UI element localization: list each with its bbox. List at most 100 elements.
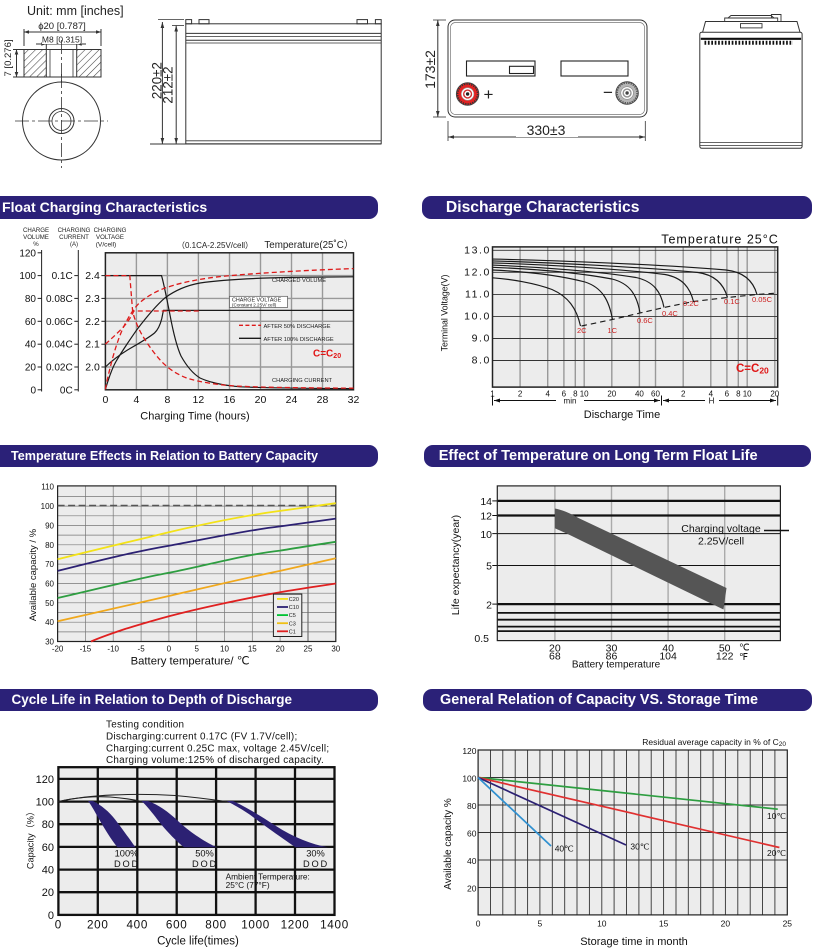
svg-text:CHARGE: CHARGE: [23, 227, 49, 234]
svg-text:10: 10: [480, 529, 492, 541]
svg-text:12: 12: [480, 511, 492, 523]
svg-text:20℃: 20℃: [767, 848, 786, 858]
svg-text:CHARGING: CHARGING: [58, 227, 91, 234]
svg-text:4: 4: [545, 390, 550, 399]
svg-text:AFTER 100% DISCHARGE: AFTER 100% DISCHARGE: [264, 337, 334, 343]
svg-text:Discharging:current 0.17C (FV: Discharging:current 0.17C (FV 1.7V/cell)…: [106, 732, 298, 743]
svg-text:℃: ℃: [739, 643, 750, 654]
svg-text:10℃: 10℃: [767, 811, 786, 821]
svg-text:7 [0.276]: 7 [0.276]: [3, 40, 14, 77]
svg-text:40: 40: [25, 340, 37, 351]
svg-text:2.0: 2.0: [85, 362, 100, 374]
svg-text:0.08C: 0.08C: [46, 294, 73, 305]
svg-text:CHARGING: CHARGING: [94, 227, 127, 234]
svg-text:Charging volume:125% of discha: Charging volume:125% of discharged capac…: [106, 755, 324, 766]
svg-text:C=C20: C=C20: [313, 349, 341, 361]
svg-text:40: 40: [42, 865, 54, 877]
svg-text:200: 200: [87, 919, 109, 932]
svg-text:220±2: 220±2: [149, 62, 164, 99]
svg-text:0.1C: 0.1C: [724, 297, 740, 306]
svg-text:0: 0: [55, 919, 62, 932]
svg-text:-20: -20: [52, 645, 64, 654]
svg-text:212±2: 212±2: [160, 66, 175, 103]
svg-text:80: 80: [45, 541, 54, 550]
svg-text:8: 8: [573, 390, 578, 399]
svg-text:10: 10: [580, 390, 589, 399]
svg-text:C3: C3: [289, 621, 296, 627]
svg-text:0.5: 0.5: [474, 633, 489, 645]
svg-text:(A): (A): [70, 241, 78, 248]
svg-text:20: 20: [276, 645, 285, 654]
svg-text:℉: ℉: [739, 652, 748, 663]
svg-text:1200: 1200: [281, 919, 310, 932]
svg-text:0.05C: 0.05C: [752, 295, 773, 304]
svg-text:50%: 50%: [195, 848, 214, 858]
svg-text:DOD: DOD: [114, 859, 140, 869]
svg-text:Storage time in month: Storage time in month: [580, 936, 688, 948]
svg-text:173±2: 173±2: [422, 50, 438, 89]
svg-text:Cycle life(times): Cycle life(times): [157, 936, 239, 948]
svg-text:14: 14: [480, 496, 492, 508]
svg-text:330±3: 330±3: [527, 122, 566, 138]
svg-text:24: 24: [286, 394, 298, 406]
svg-text:400: 400: [126, 919, 148, 932]
svg-text:-10: -10: [107, 645, 119, 654]
svg-text:40: 40: [662, 642, 674, 654]
svg-text:8: 8: [164, 394, 170, 406]
svg-text:1: 1: [490, 390, 495, 399]
svg-text:40: 40: [467, 856, 477, 866]
svg-text:11.0: 11.0: [465, 288, 491, 300]
svg-text:Temperature(25˚C）: Temperature(25˚C）: [264, 239, 353, 251]
svg-text:32: 32: [348, 394, 360, 406]
svg-text:VOLTAGE: VOLTAGE: [96, 234, 124, 241]
svg-text:(Constant 2.25V/ cell): (Constant 2.25V/ cell): [232, 303, 277, 308]
svg-text:2.2: 2.2: [85, 316, 100, 328]
svg-text:0.2C: 0.2C: [683, 299, 699, 308]
svg-text:100: 100: [19, 271, 36, 282]
svg-text:0.6C: 0.6C: [637, 316, 653, 325]
svg-text:20: 20: [549, 642, 561, 654]
svg-text:16: 16: [224, 394, 236, 406]
svg-text:VOLUME: VOLUME: [23, 234, 49, 241]
svg-text:CHARGED VOLUME: CHARGED VOLUME: [272, 278, 326, 284]
svg-text:Available capacity %: Available capacity %: [443, 798, 454, 890]
svg-text:90: 90: [45, 521, 54, 530]
svg-text:0: 0: [167, 645, 172, 654]
svg-text:30℃: 30℃: [630, 842, 649, 852]
svg-text:DOD: DOD: [192, 859, 218, 869]
svg-text:-15: -15: [80, 645, 92, 654]
svg-text:30: 30: [45, 638, 54, 647]
svg-text:25: 25: [783, 918, 793, 928]
svg-text:1400: 1400: [320, 919, 349, 932]
svg-text:+: +: [484, 85, 494, 104]
svg-text:50: 50: [45, 599, 54, 608]
svg-text:2: 2: [486, 599, 492, 611]
svg-text:2.3: 2.3: [85, 293, 100, 305]
svg-text:10: 10: [220, 645, 229, 654]
svg-text:120: 120: [462, 746, 476, 756]
svg-text:DOD: DOD: [303, 859, 329, 869]
svg-text:CHARGING CURRENT: CHARGING CURRENT: [272, 378, 333, 384]
svg-text:100: 100: [462, 774, 476, 784]
svg-text:C=C20: C=C20: [736, 363, 769, 376]
svg-text:H: H: [709, 397, 715, 406]
svg-text:40: 40: [45, 618, 54, 627]
svg-text:ϕ20 [0.787]: ϕ20 [0.787]: [38, 21, 86, 32]
svg-text:60: 60: [42, 842, 54, 854]
svg-text:4: 4: [133, 394, 139, 406]
svg-text:20: 20: [25, 363, 37, 374]
svg-text:30: 30: [331, 645, 340, 654]
svg-text:Charging Time (hours): Charging Time (hours): [140, 411, 249, 423]
svg-text:10: 10: [597, 918, 607, 928]
svg-text:Unit: mm [inches]: Unit: mm [inches]: [27, 4, 124, 18]
svg-text:-5: -5: [138, 645, 146, 654]
svg-text:Battery temperature/ ℃: Battery temperature/ ℃: [131, 656, 250, 668]
svg-text:100: 100: [36, 797, 54, 809]
svg-text:120: 120: [19, 248, 36, 259]
svg-text:2: 2: [518, 390, 523, 399]
svg-text:122: 122: [716, 651, 734, 663]
svg-text:600: 600: [166, 919, 188, 932]
svg-text:8: 8: [736, 390, 741, 399]
svg-text:28: 28: [317, 394, 329, 406]
svg-text:2: 2: [681, 390, 686, 399]
